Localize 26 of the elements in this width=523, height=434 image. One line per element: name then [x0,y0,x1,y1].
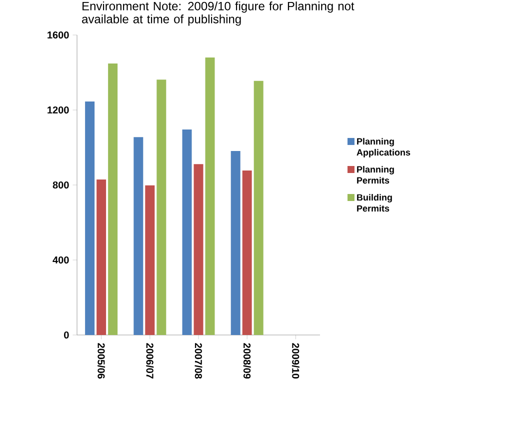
y-tick-label: 400 [52,256,69,264]
bar [85,102,95,335]
y-tick-label: 0 [64,331,69,339]
y-tick-label: 1600 [48,31,69,39]
x-tick-label: 2007/08 [194,343,202,379]
y-tick-label: 800 [52,181,69,189]
chart-title: Environment Note: 2009/10 figure for Planning not available at time of publishing [82,2,354,26]
legend-label: Building Permits [357,194,392,212]
x-tick-label: 2008/09 [243,343,251,379]
bar [156,80,166,335]
x-tick-label: 2006/07 [146,343,154,378]
bar [96,180,106,335]
bar [230,151,240,335]
bar [182,129,192,335]
bar [205,57,215,335]
bar [134,137,144,335]
y-tick-label: 1200 [48,106,69,114]
bar [108,63,118,335]
bar [242,170,252,335]
bar [194,164,204,335]
legend-label: Planning Applications [356,138,410,158]
bar [254,80,264,335]
bar [145,185,155,335]
x-tick-label: 2009/10 [292,343,300,379]
x-tick-label: 2005/06 [98,343,106,379]
legend-label: Planning Permits [357,166,394,184]
